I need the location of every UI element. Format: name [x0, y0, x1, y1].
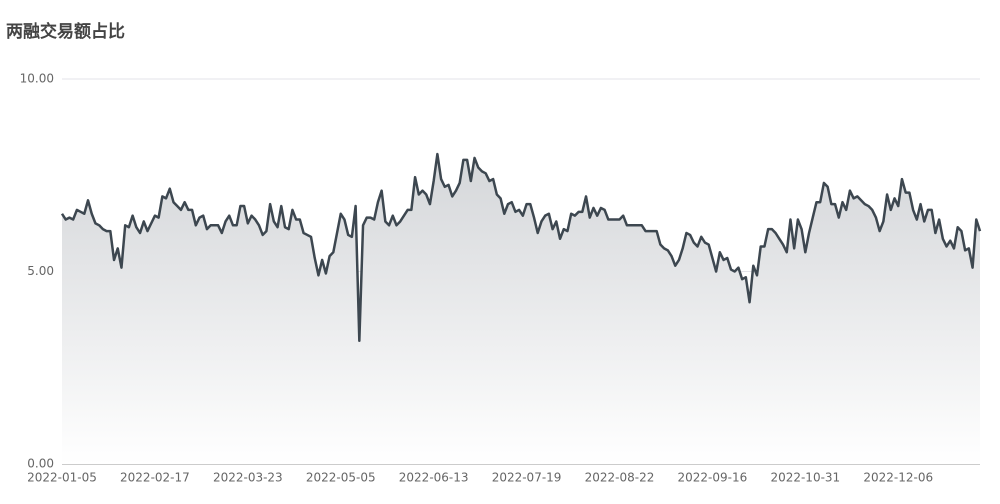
line	[60, 152, 982, 343]
chart-title: 两融交易额占比	[6, 21, 125, 42]
x-tick-label: 2022-08-22	[585, 471, 655, 485]
y-tick-label: 0.00	[27, 457, 54, 471]
x-tick-label: 2022-07-19	[492, 471, 562, 485]
y-tick-label: 10.00	[20, 72, 54, 86]
x-tick-label: 2022-02-17	[120, 471, 190, 485]
x-tick-label: 2022-01-05	[27, 471, 97, 485]
x-tick-label: 2022-09-16	[678, 471, 748, 485]
x-tick-label: 2022-03-23	[213, 471, 283, 485]
area	[62, 154, 980, 464]
x-tick-label: 2022-06-13	[399, 471, 469, 485]
x-tick-label: 2022-10-31	[770, 471, 840, 485]
y-tick-label: 5.00	[27, 264, 54, 278]
x-tick-label: 2022-05-05	[306, 471, 376, 485]
x-tick-label: 2022-12-06	[863, 471, 933, 485]
